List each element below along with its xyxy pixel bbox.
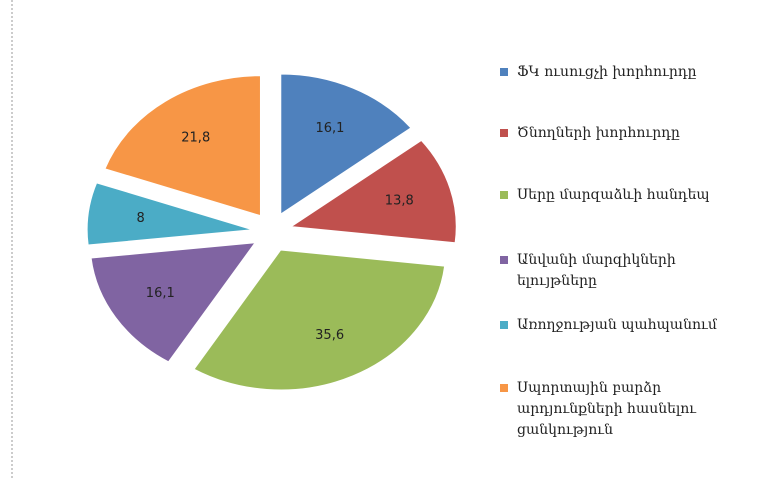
- pie-slice: [86, 182, 253, 246]
- pie-slice: [289, 139, 457, 244]
- legend-label: ՖԿ ուսուցչի խորհուրդը: [517, 64, 697, 80]
- data-label: 35,6: [315, 328, 344, 343]
- data-label: 13,8: [385, 193, 414, 208]
- pie-slice: [90, 242, 257, 363]
- legend-label: Սերը մարզաձևի հանդեպ: [517, 187, 710, 203]
- legend-label: Սպորտային բարձր արդյունքների հասնելու ցա…: [517, 380, 697, 438]
- legend-swatch: [500, 321, 508, 329]
- legend-swatch: [500, 384, 508, 392]
- data-label: 21,8: [181, 130, 210, 145]
- pie-slice: [104, 75, 261, 217]
- legend-label: Անվանի մարզիկների ելույթները: [517, 252, 676, 289]
- pie-slice: [280, 73, 412, 215]
- data-label: 8: [137, 211, 145, 226]
- legend-swatch: [500, 129, 508, 137]
- legend-item: Առողջության պահպանում: [500, 315, 730, 336]
- data-label: 16,1: [146, 286, 175, 301]
- legend-item: Ծնողների խորհուրդը: [500, 123, 730, 144]
- legend-label: Ծնողների խորհուրդը: [517, 125, 680, 141]
- legend-swatch: [500, 68, 508, 76]
- pie-slice: [193, 249, 446, 391]
- legend-item: Սերը մարզաձևի հանդեպ: [500, 185, 730, 206]
- legend-item: Անվանի մարզիկների ելույթները: [500, 250, 730, 292]
- legend-swatch: [500, 256, 508, 264]
- data-label: 16,1: [316, 121, 345, 136]
- legend-label: Առողջության պահպանում: [517, 317, 717, 333]
- legend-swatch: [500, 191, 508, 199]
- legend-item: Սպորտային բարձր արդյունքների հասնելու ցա…: [500, 378, 730, 441]
- legend-item: ՖԿ ուսուցչի խորհուրդը: [500, 62, 730, 83]
